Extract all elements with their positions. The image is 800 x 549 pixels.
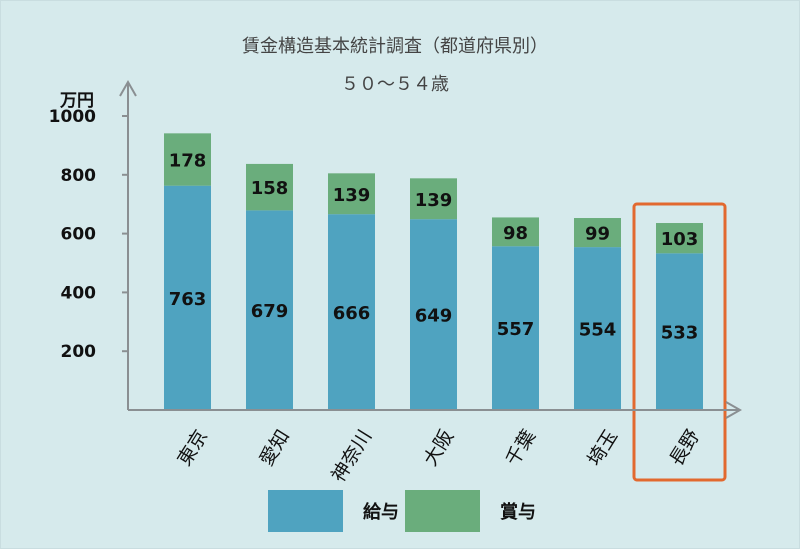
x-axis-arrow [725, 401, 743, 419]
bar-segment-bonus [492, 217, 539, 247]
y-tick-label: 1000 [49, 107, 96, 127]
bar-segment-salary [492, 246, 539, 410]
bar-segment-salary [574, 247, 621, 410]
y-axis-unit-label: 万円 [59, 91, 94, 111]
x-category-label: 埼玉 [583, 426, 622, 470]
y-axis-arrow [119, 79, 137, 97]
highlight-box [632, 202, 727, 482]
x-category-label: 千葉 [501, 426, 540, 470]
y-tick-label: 600 [61, 225, 97, 245]
bar-segment-salary [328, 214, 375, 410]
legend-swatch-salary [268, 490, 343, 532]
data-label-bonus: 139 [333, 185, 371, 206]
legend-label-salary: 給与 [363, 501, 399, 523]
x-category-label: 大阪 [419, 426, 458, 470]
x-category-label: 長野 [665, 426, 704, 470]
bar-segment-bonus [328, 173, 375, 215]
bars-group: 763 178 東京 679 158 愛知 666 139 神奈川 649 139 大阪 557 98 千葉… [164, 133, 727, 486]
chart-subtitle: ５０～５４歳 [341, 74, 449, 95]
data-label-salary: 649 [415, 306, 453, 327]
data-label-bonus: 139 [415, 190, 453, 211]
x-category-label: 東京 [173, 426, 212, 470]
data-label-bonus: 158 [251, 178, 289, 199]
bar-segment-bonus [246, 163, 293, 211]
chart-title: 賃金構造基本統計調査（都道府県別） [242, 36, 548, 57]
data-label-salary: 557 [497, 319, 535, 340]
bar-segment-salary [656, 253, 703, 410]
data-label-salary: 533 [661, 323, 699, 344]
bar-segment-salary [164, 185, 211, 410]
bar-segment-bonus [574, 218, 621, 248]
legend-swatch-bonus [405, 490, 480, 532]
x-category-label: 神奈川 [327, 426, 376, 486]
bar-segment-salary [410, 219, 457, 410]
data-label-bonus: 103 [661, 229, 699, 250]
data-label-salary: 679 [251, 301, 289, 322]
legend: 給与 賞与 [268, 490, 536, 532]
data-label-salary: 666 [333, 303, 371, 324]
y-tick-label: 400 [61, 283, 97, 303]
legend-label-bonus: 賞与 [500, 501, 536, 523]
bar-segment-bonus [164, 133, 211, 186]
data-label-bonus: 99 [585, 224, 610, 245]
data-label-salary: 763 [169, 289, 207, 310]
data-label-bonus: 178 [169, 151, 207, 172]
axes-group: 200 400 600 800 1000 [49, 79, 743, 419]
bar-segment-bonus [656, 223, 703, 254]
data-label-salary: 554 [579, 320, 617, 341]
bar-segment-bonus [410, 178, 457, 220]
x-category-label: 愛知 [255, 426, 294, 470]
data-label-bonus: 98 [503, 223, 528, 244]
bar-segment-salary [246, 210, 293, 410]
y-tick-label: 800 [61, 166, 97, 186]
y-tick-label: 200 [61, 342, 97, 362]
